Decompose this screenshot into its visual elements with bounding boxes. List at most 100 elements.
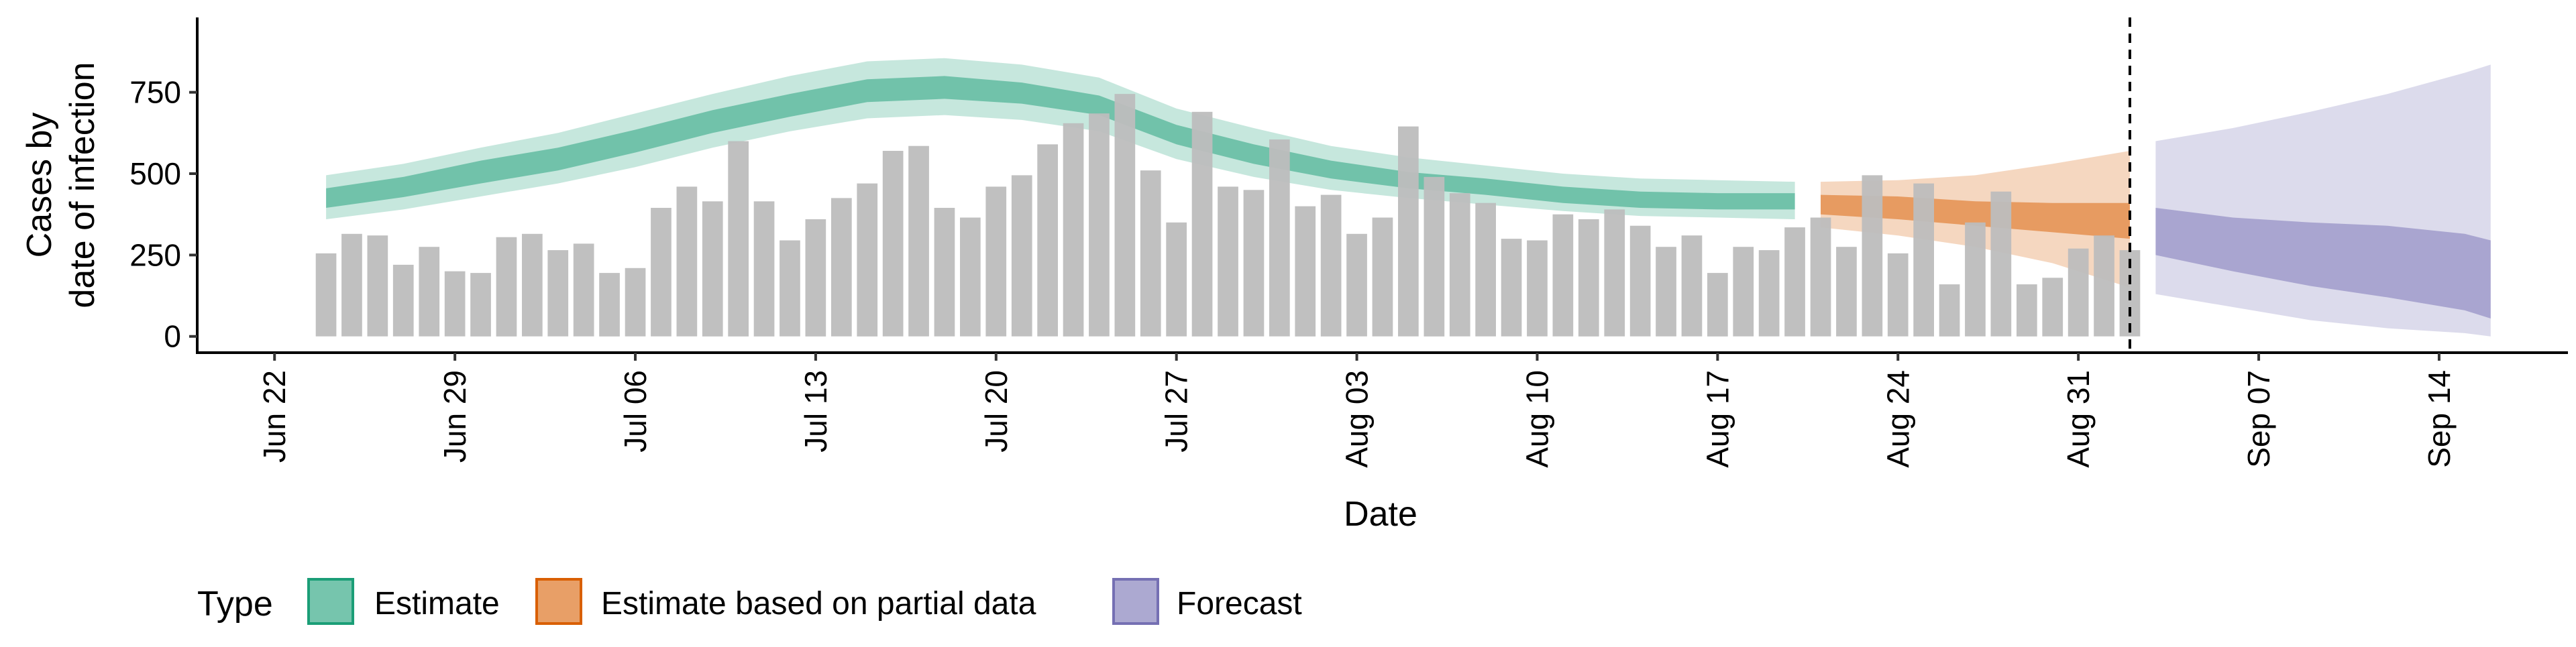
bar xyxy=(985,186,1007,337)
bar xyxy=(1243,190,1265,337)
bar xyxy=(573,243,594,337)
legend-item-2: Forecast xyxy=(1112,578,1302,625)
bar xyxy=(1836,247,1857,337)
bar xyxy=(1063,123,1084,337)
x-axis-label: Date xyxy=(1344,495,1417,534)
x-tick-label: Sep 07 xyxy=(2241,370,2276,468)
bar xyxy=(2068,248,2089,337)
band-inner-series-1 xyxy=(1821,194,2130,239)
bar xyxy=(1372,217,1393,337)
x-tick-label: Aug 24 xyxy=(1880,370,1915,468)
legend-key-swatch xyxy=(1115,581,1157,622)
bar xyxy=(1398,126,1419,337)
legend: Type Estimate Estimate based on partial da… xyxy=(197,578,1302,625)
x-tick-label: Jun 29 xyxy=(437,370,472,463)
x-tick-label: Jul 06 xyxy=(618,370,653,453)
bar xyxy=(1011,175,1032,337)
axes xyxy=(196,17,2568,354)
legend-label: Forecast xyxy=(1177,586,1302,622)
bars-group xyxy=(315,94,2141,337)
bar xyxy=(1552,214,1574,337)
y-axis-title-line-2: date of infection xyxy=(63,62,102,308)
bar xyxy=(934,208,955,337)
bar xyxy=(625,268,646,337)
x-tick-label: Jul 13 xyxy=(798,370,833,453)
legend-label: Estimate based on partial data xyxy=(601,586,1036,622)
legend-title: Type xyxy=(197,585,273,624)
bar xyxy=(1913,183,1934,337)
bar xyxy=(444,271,466,337)
bar xyxy=(547,250,569,337)
bar xyxy=(315,253,337,337)
x-tick-label: Aug 31 xyxy=(2061,370,2096,468)
y-axis-label: Cases by date of infection xyxy=(20,62,102,308)
y-tick-label: 250 xyxy=(129,237,181,272)
bar xyxy=(1604,209,1625,337)
bar xyxy=(1707,273,1728,337)
bar xyxy=(1449,193,1470,337)
bar xyxy=(1629,225,1651,337)
bar xyxy=(1191,111,1213,337)
bar xyxy=(780,240,800,337)
legend-item-0: Estimate xyxy=(307,578,500,625)
bar xyxy=(2094,235,2114,337)
x-ticks: Jun 22 Jun 29 Jul 06 Jul 13 Jul 20 Jul 27 Aug … xyxy=(257,353,2457,468)
bar xyxy=(908,145,929,337)
y-tick-label: 0 xyxy=(164,319,181,354)
bar xyxy=(1114,94,1136,337)
bar xyxy=(522,233,543,337)
bar xyxy=(1990,191,2012,337)
bar xyxy=(882,151,904,337)
legend-item-1: Estimate based on partial data xyxy=(535,578,1036,625)
bar xyxy=(651,208,672,337)
bar xyxy=(1424,176,1445,337)
bar xyxy=(1089,113,1110,337)
bar xyxy=(676,186,698,337)
bar xyxy=(1887,253,1909,337)
bar xyxy=(857,183,878,337)
x-tick-label: Sep 14 xyxy=(2422,370,2457,468)
bar xyxy=(1578,219,1599,337)
y-tick-label: 500 xyxy=(129,156,181,191)
bar xyxy=(2017,284,2037,337)
x-tick-label: Aug 10 xyxy=(1520,370,1555,468)
legend-key-swatch xyxy=(538,581,580,622)
x-tick-label: Jul 27 xyxy=(1159,370,1194,453)
bar xyxy=(805,219,826,337)
bar xyxy=(419,247,440,337)
bar xyxy=(1501,239,1522,337)
bar xyxy=(1656,247,1676,337)
bar xyxy=(470,273,491,337)
x-tick-label: Aug 17 xyxy=(1700,370,1735,468)
band-inner-series-2 xyxy=(2155,208,2491,318)
bar xyxy=(1810,217,1831,337)
x-tick-label: Aug 03 xyxy=(1340,370,1375,468)
bar xyxy=(1527,240,1548,337)
y-tick-label: 750 xyxy=(129,75,181,110)
bar xyxy=(367,235,388,337)
bar xyxy=(599,273,620,337)
x-tick-label: Jun 22 xyxy=(257,370,292,463)
bar xyxy=(1140,170,1161,337)
bar xyxy=(392,264,414,337)
bar xyxy=(1166,222,1187,337)
legend-key-swatch xyxy=(310,581,352,622)
bar xyxy=(831,198,852,337)
bar xyxy=(1218,186,1238,337)
bar xyxy=(341,233,362,337)
bar xyxy=(960,217,981,337)
y-ticks: 0 250 500 750 xyxy=(129,75,197,354)
bar xyxy=(702,201,723,337)
bar xyxy=(496,237,517,337)
bar xyxy=(1965,222,1986,337)
bar xyxy=(753,201,775,337)
y-axis-title-line-1: Cases by xyxy=(20,113,59,258)
bar xyxy=(1681,235,1703,337)
bar xyxy=(1295,206,1316,337)
bar xyxy=(1475,202,1496,337)
bar xyxy=(1320,194,1342,337)
bar xyxy=(1784,227,1805,337)
bar xyxy=(1346,233,1367,337)
